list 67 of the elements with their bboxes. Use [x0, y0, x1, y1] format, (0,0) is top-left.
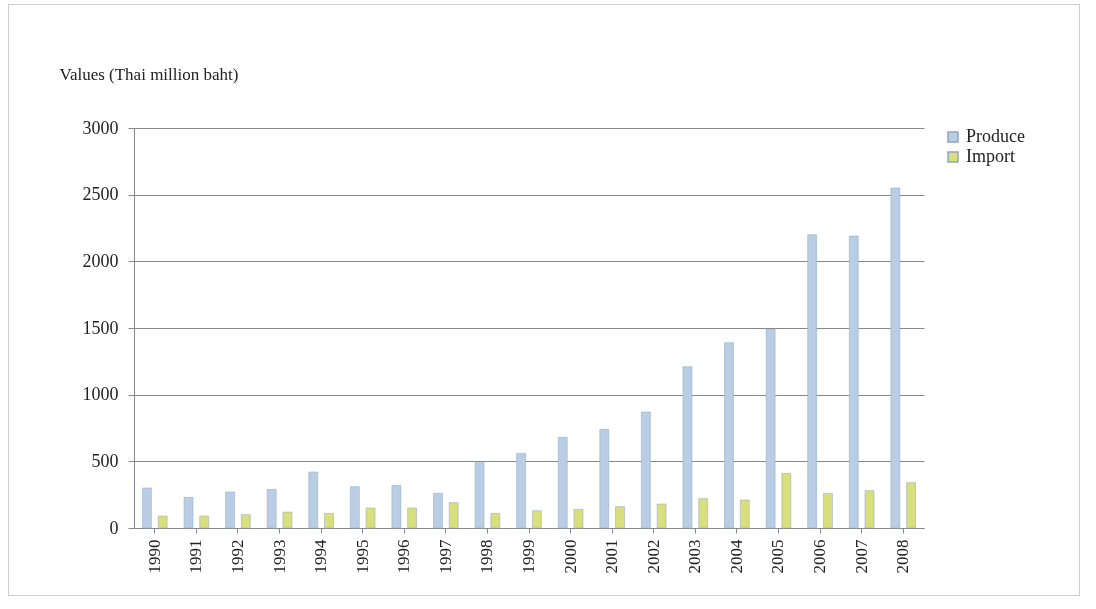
bar — [656, 503, 667, 529]
y-tick-label: 1000 — [82, 384, 119, 405]
x-tick-label: 2004 — [726, 539, 746, 574]
bar — [365, 507, 376, 529]
bar — [490, 513, 501, 529]
bar — [282, 511, 293, 529]
x-tick-label: 1994 — [311, 539, 331, 574]
bar — [516, 453, 526, 529]
bar — [308, 471, 318, 529]
bar — [199, 515, 209, 529]
x-tick-label: 2002 — [643, 539, 663, 574]
y-tick-label: 2000 — [82, 250, 119, 271]
bar — [142, 487, 152, 529]
bar — [573, 509, 584, 529]
bar — [391, 485, 402, 529]
bar — [765, 329, 776, 529]
bar — [864, 490, 875, 529]
bar — [823, 493, 833, 529]
bar — [698, 498, 708, 529]
y-tick-label: 0 — [109, 517, 119, 538]
bar — [474, 462, 485, 529]
x-tick-label: 2007 — [851, 539, 871, 574]
bar — [433, 493, 443, 529]
x-tick-label: 1999 — [519, 539, 538, 574]
x-tick-label: 2001 — [602, 539, 622, 574]
bar — [807, 234, 817, 529]
x-tick-label: 2003 — [685, 539, 705, 574]
x-tick-label: 1996 — [394, 539, 414, 574]
x-tick-label: 2000 — [560, 539, 580, 574]
bar — [241, 514, 251, 529]
bar — [350, 486, 360, 529]
x-tick-label: 1990 — [144, 539, 164, 574]
x-tick-label: 1993 — [269, 539, 289, 574]
bar — [183, 497, 194, 529]
bar — [906, 482, 916, 529]
bar — [641, 411, 651, 529]
y-tick-label: 1500 — [82, 317, 119, 338]
x-tick-label: 2008 — [893, 539, 913, 574]
x-tick-label: 2006 — [810, 539, 830, 574]
x-tick-label: 1997 — [435, 539, 455, 574]
bar — [324, 513, 334, 529]
bar — [849, 235, 859, 529]
bar — [407, 507, 417, 529]
bar — [532, 510, 542, 529]
x-tick-label: 1998 — [477, 539, 497, 574]
y-axis-title: Values (Thai million baht) — [59, 64, 239, 84]
x-tick-label: 2005 — [768, 539, 788, 574]
bar — [890, 187, 901, 529]
bar — [724, 342, 734, 529]
bar — [682, 366, 693, 529]
x-tick-label: 1991 — [186, 539, 206, 574]
x-tick-label: 1995 — [352, 539, 372, 574]
bar — [557, 437, 568, 529]
x-tick-label: 1992 — [227, 539, 247, 574]
bar — [781, 473, 792, 529]
bar — [266, 489, 277, 529]
y-tick-label: 2500 — [82, 184, 119, 205]
bar — [225, 491, 235, 529]
y-tick-label: 3000 — [82, 117, 119, 138]
bar — [157, 515, 168, 529]
bar — [599, 429, 610, 529]
y-tick-label: 500 — [91, 450, 119, 471]
bar — [448, 502, 459, 529]
legend-label: Import — [966, 146, 1015, 166]
legend-label: Produce — [966, 126, 1025, 146]
bar — [740, 499, 750, 529]
bar — [615, 506, 625, 529]
